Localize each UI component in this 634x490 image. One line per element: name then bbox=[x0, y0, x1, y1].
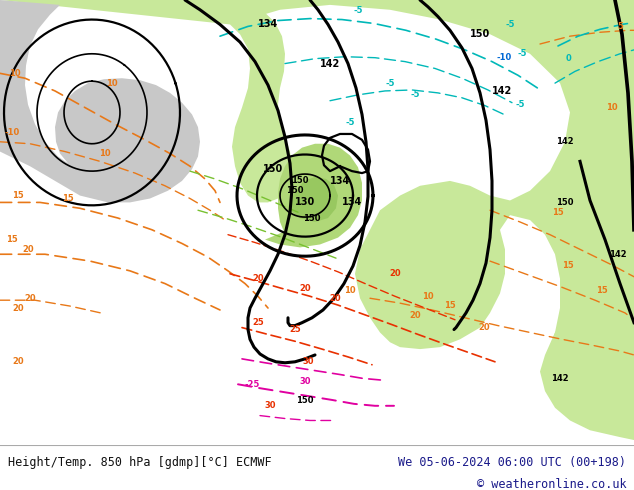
Text: 30: 30 bbox=[299, 377, 311, 386]
Text: -5: -5 bbox=[505, 20, 515, 29]
Text: 10: 10 bbox=[606, 103, 618, 112]
Text: 25: 25 bbox=[252, 318, 264, 327]
Text: 150: 150 bbox=[303, 214, 321, 222]
Text: 10: 10 bbox=[106, 78, 118, 88]
Text: -5: -5 bbox=[346, 118, 355, 127]
Text: 130: 130 bbox=[295, 197, 315, 207]
Text: 150: 150 bbox=[286, 186, 304, 195]
Polygon shape bbox=[0, 0, 634, 440]
Text: 20: 20 bbox=[22, 245, 34, 254]
Text: 10: 10 bbox=[9, 69, 21, 78]
Text: 20: 20 bbox=[299, 284, 311, 293]
Text: 20: 20 bbox=[329, 294, 341, 303]
Text: -10: -10 bbox=[496, 53, 512, 62]
Text: -10: -10 bbox=[4, 127, 20, 137]
Polygon shape bbox=[545, 300, 634, 401]
Text: 150: 150 bbox=[291, 176, 309, 185]
Text: 150: 150 bbox=[263, 164, 283, 174]
Polygon shape bbox=[230, 7, 292, 202]
Text: 15: 15 bbox=[444, 300, 456, 310]
Text: 142: 142 bbox=[320, 59, 340, 69]
Text: 15: 15 bbox=[552, 208, 564, 217]
Text: 20: 20 bbox=[12, 357, 24, 367]
Text: -5: -5 bbox=[517, 49, 527, 58]
Text: 15: 15 bbox=[596, 286, 608, 295]
Text: 142: 142 bbox=[551, 374, 569, 383]
Text: 20: 20 bbox=[252, 274, 264, 283]
Text: 15: 15 bbox=[562, 262, 574, 270]
Text: 142: 142 bbox=[609, 250, 627, 259]
Text: 10: 10 bbox=[99, 149, 111, 158]
Text: 134: 134 bbox=[342, 197, 362, 207]
Text: -5: -5 bbox=[385, 78, 395, 88]
Polygon shape bbox=[290, 177, 338, 222]
Text: 134: 134 bbox=[258, 20, 278, 29]
Text: 142: 142 bbox=[492, 86, 512, 96]
Text: 15: 15 bbox=[12, 191, 24, 200]
Text: 20: 20 bbox=[24, 294, 36, 303]
Text: © weatheronline.co.uk: © weatheronline.co.uk bbox=[477, 478, 626, 490]
Text: 30: 30 bbox=[302, 357, 314, 367]
Text: 150: 150 bbox=[296, 396, 314, 405]
Text: 10: 10 bbox=[422, 292, 434, 301]
Text: -5: -5 bbox=[353, 6, 363, 15]
Polygon shape bbox=[265, 144, 362, 247]
Text: 5: 5 bbox=[617, 22, 623, 31]
Text: 150: 150 bbox=[470, 29, 490, 39]
Text: 142: 142 bbox=[556, 137, 574, 147]
Text: 20: 20 bbox=[12, 303, 24, 313]
Text: 20: 20 bbox=[409, 311, 421, 320]
Text: 30: 30 bbox=[264, 401, 276, 410]
Text: We 05-06-2024 06:00 UTC (00+198): We 05-06-2024 06:00 UTC (00+198) bbox=[398, 456, 626, 468]
Text: 20: 20 bbox=[478, 323, 490, 332]
Text: 134: 134 bbox=[330, 176, 350, 186]
Text: -5: -5 bbox=[515, 100, 525, 109]
Text: 150: 150 bbox=[556, 198, 574, 207]
Text: Height/Temp. 850 hPa [gdmp][°C] ECMWF: Height/Temp. 850 hPa [gdmp][°C] ECMWF bbox=[8, 456, 271, 468]
Text: 25: 25 bbox=[289, 325, 301, 334]
Text: 20: 20 bbox=[389, 270, 401, 278]
Text: 15: 15 bbox=[62, 194, 74, 203]
Text: 15: 15 bbox=[6, 235, 18, 244]
Text: 0: 0 bbox=[565, 54, 571, 63]
Text: -25: -25 bbox=[244, 380, 260, 389]
Text: -5: -5 bbox=[410, 90, 420, 99]
Polygon shape bbox=[0, 0, 200, 202]
Text: 10: 10 bbox=[344, 286, 356, 295]
